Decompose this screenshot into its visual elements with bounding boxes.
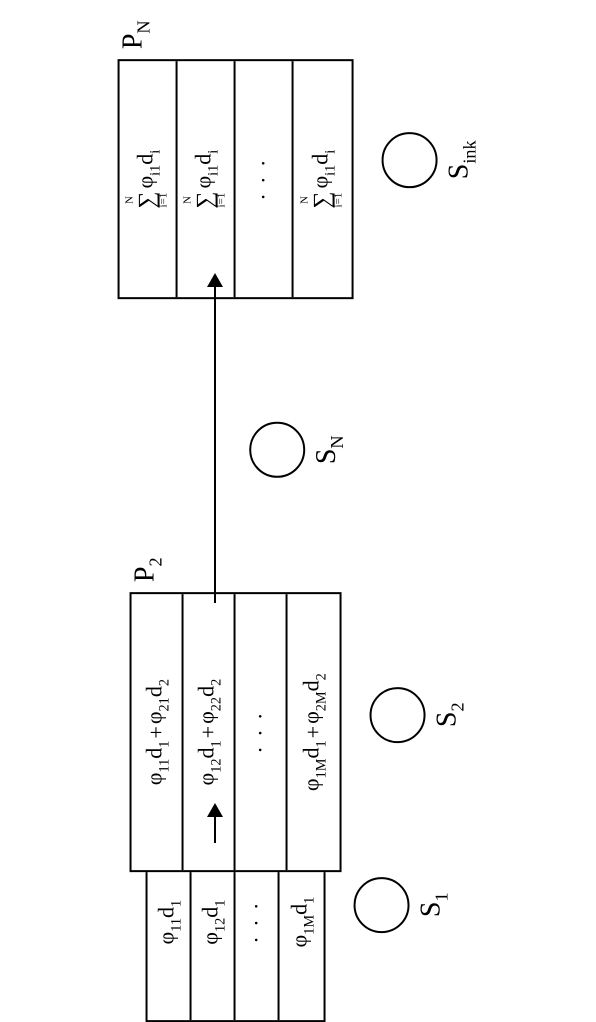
sum-term: N∑i=1 φi1di xyxy=(300,150,344,209)
phi-term: φ1Md1 xyxy=(286,897,316,948)
cell-dots: · · · xyxy=(235,594,287,870)
sum-body: φi1di xyxy=(132,150,162,189)
sum-term: N∑i=1 φi1di xyxy=(125,150,169,209)
phi-term: φ12d1 xyxy=(197,900,227,945)
cell-sum: N∑i=1 φi1di xyxy=(177,61,235,297)
p-label: P2 xyxy=(129,557,165,582)
packet: N∑i=1 φi1di N∑i=1 φi1di · · · N∑i=1 φi1di xyxy=(117,59,353,299)
sigma: N∑i=1 xyxy=(125,192,169,209)
phi-term: φ2Md2 xyxy=(298,673,328,724)
sensor-circle xyxy=(249,422,305,478)
cell-sum: N∑i=1 φi1di xyxy=(293,61,351,297)
sigma: N∑i=1 xyxy=(300,192,344,209)
s-label: S1 xyxy=(415,892,451,917)
phi-term: φ11d1 xyxy=(141,741,171,786)
node-n2: φ11d1 + φ21d2 φ12d1 + φ22d2 · · · φ1Md1 + φ2Md2 P2… xyxy=(129,557,467,872)
node-column: SN xyxy=(249,422,347,478)
plus: + xyxy=(300,726,326,738)
arrow xyxy=(200,803,230,845)
s-label: Sink xyxy=(443,140,479,179)
packet-row: φ11d1 + φ21d2 φ12d1 + φ22d2 · · · φ1Md1 + φ2Md2 P2 xyxy=(129,557,341,872)
phi-term: φ12d1 xyxy=(193,740,223,785)
cell-phi: φ1Md1 + φ2Md2 xyxy=(287,594,339,870)
sensor-circle xyxy=(353,877,409,933)
diagram-canvas: φ11d1φ12d1· · ·φ1Md1P1S1φ11d1+φ21d2φ12d1… xyxy=(0,0,596,1000)
phi-term: φ11d1 xyxy=(153,900,183,945)
s-label: SN xyxy=(311,435,347,464)
plus: + xyxy=(195,726,221,738)
sum-term: N∑i=1 φi1di xyxy=(183,150,227,209)
plus: + xyxy=(143,726,169,738)
sigma: N∑i=1 xyxy=(183,192,227,209)
p-label: PN xyxy=(117,20,153,49)
cell-sum: N∑i=1 φi1di xyxy=(119,61,177,297)
cell-dots: · · · xyxy=(235,61,293,297)
sensor-circle xyxy=(369,687,425,743)
phi-term: φ1Md1 xyxy=(298,740,328,791)
packet-row: N∑i=1 φi1di N∑i=1 φi1di · · · N∑i=1 φi1di PN xyxy=(117,20,353,299)
node-column: N∑i=1 φi1di N∑i=1 φi1di · · · N∑i=1 φi1di PN Sin… xyxy=(117,20,479,299)
s-label: S2 xyxy=(431,702,467,727)
node-nN_sensor_only: SN xyxy=(249,422,347,478)
node-nN: N∑i=1 φi1di N∑i=1 φi1di · · · N∑i=1 φi1di PN Sin… xyxy=(117,20,479,299)
sensor-circle xyxy=(381,132,437,188)
cell-phi: φ11d1 + φ21d2 xyxy=(131,594,183,870)
sum-body: φi1di xyxy=(190,150,220,189)
node-column: φ11d1 + φ21d2 φ12d1 + φ22d2 · · · φ1Md1 + φ2Md2 P2… xyxy=(129,557,467,872)
arrow xyxy=(200,273,230,605)
packet: φ11d1 + φ21d2 φ12d1 + φ22d2 · · · φ1Md1 + φ2Md2 xyxy=(129,592,341,872)
sum-body: φi1di xyxy=(307,150,337,189)
phi-term: φ22d2 xyxy=(193,679,223,724)
phi-term: φ21d2 xyxy=(141,679,171,724)
